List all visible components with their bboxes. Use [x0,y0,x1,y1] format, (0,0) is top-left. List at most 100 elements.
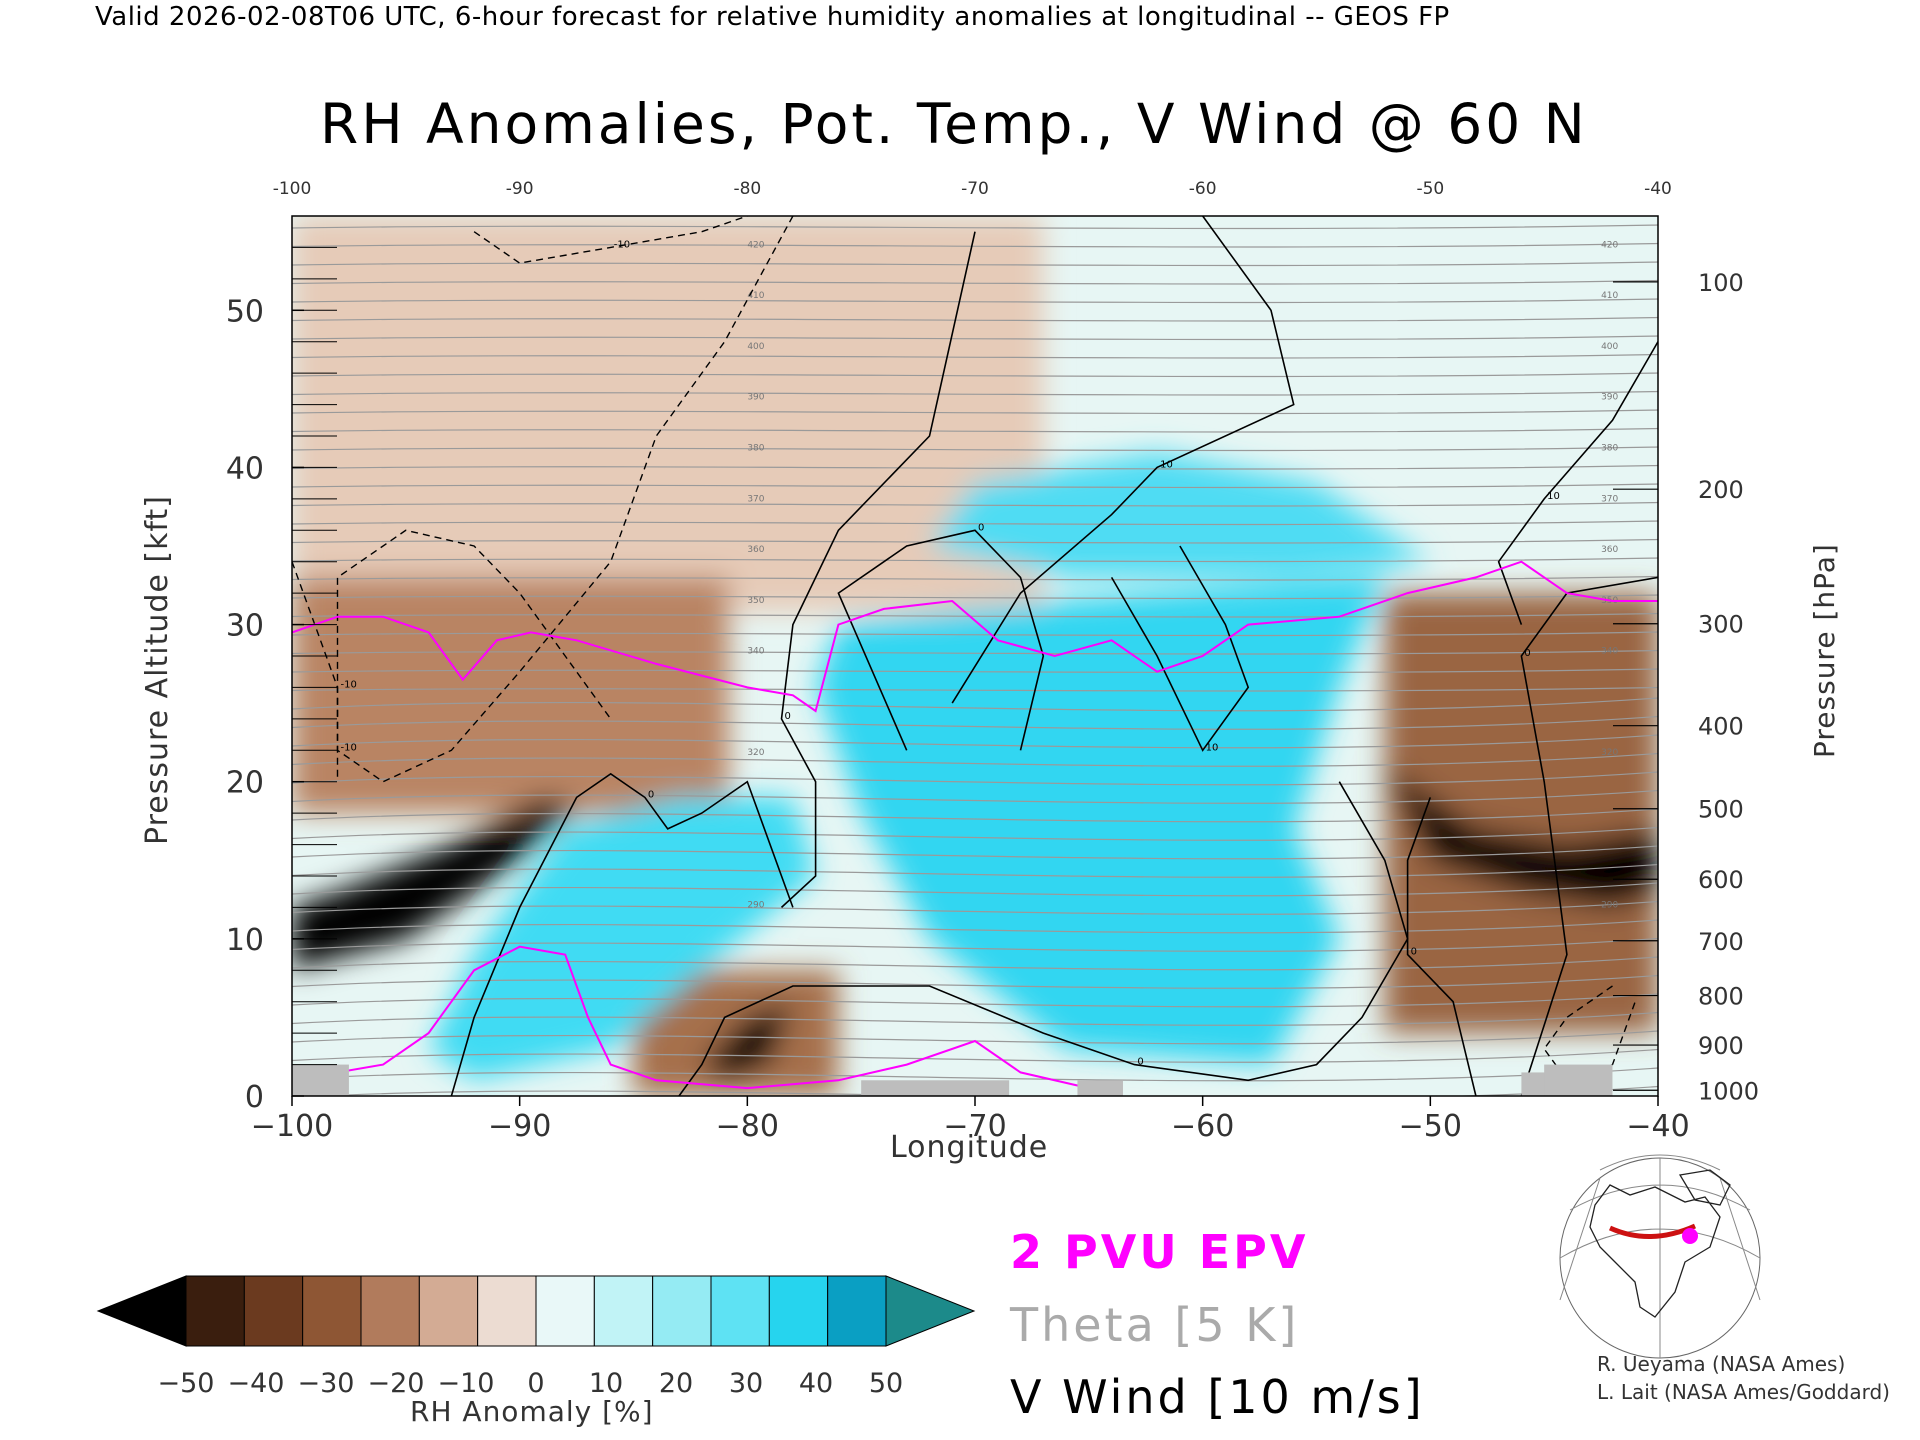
rh-region-dry [292,797,577,971]
theta-line [292,993,1658,1008]
theta-label: 390 [1601,393,1618,403]
theta-line [292,520,1658,526]
theta-label: 320 [1601,748,1618,758]
y-tick-label: 50 [226,294,264,329]
wind-contour-label: -10 [614,239,630,250]
theta-line [292,956,1658,971]
theta-label: 410 [1601,291,1618,301]
pressure-tick-label: 400 [1698,713,1744,741]
legend-theta: Theta [5 K] [1010,1298,1300,1352]
theta-label: 420 [1601,240,1618,250]
wind-contour-label: 0 [1137,1057,1143,1068]
theta-line [292,1067,1658,1082]
colorbar-bin [710,1275,770,1347]
upper-dry-band [292,216,1044,612]
theta-label: 360 [747,545,764,555]
theta-line [292,316,1658,322]
colorbar-bin [302,1275,362,1347]
theta-line [292,242,1658,248]
theta-line [292,409,1658,415]
wind-contour-label: 0 [978,522,984,533]
theta-line [292,771,1658,786]
wind-contour [1497,341,1658,625]
rh-region-dry [1384,766,1658,908]
map-location-marker [1682,1228,1698,1244]
colorbar-tick-label: 0 [527,1368,544,1399]
terrain-block [1544,1064,1613,1096]
wind-contour [1110,545,1250,752]
pressure-tick-label: 600 [1698,866,1744,894]
theta-line [292,501,1658,507]
colorbar-bin [593,1275,654,1347]
theta-line [292,974,1658,989]
theta-line [292,752,1658,767]
colorbar-tick-label: −50 [158,1368,215,1399]
theta-line [292,464,1658,470]
y-axis-label: Pressure Altitude [kft] [140,495,175,845]
colorbar-high-arrow [885,1275,976,1347]
wind-contour-label: -10 [341,679,357,690]
colorbar-label: RH Anomaly [%] [410,1395,654,1428]
pressure-tick-label: 100 [1698,269,1744,297]
terrain-block [1077,1080,1123,1096]
theta-line [292,631,1658,637]
wind-contour-label: 0 [1524,648,1530,659]
theta-line [292,808,1658,823]
terrain-block [292,1064,349,1096]
x-tick-label: −50 [1399,1109,1462,1144]
colorbar-bin [243,1275,304,1347]
theta-line [292,734,1658,749]
x-tick-label: −90 [488,1109,551,1144]
x-tick-label: −100 [251,1109,333,1144]
theta-label: 340 [747,647,764,657]
theta-label: 350 [747,596,764,606]
theta-line [292,863,1658,878]
colorbar-tick-label: −30 [298,1368,355,1399]
theta-line [292,668,1658,674]
pressure-tick-label: 900 [1698,1032,1744,1060]
y-tick-label: 40 [226,451,264,486]
theta-label: 370 [1601,494,1618,504]
colorbar-bin [477,1275,537,1347]
top-tick-label: -100 [273,179,312,199]
terrain-mask [292,1064,1613,1096]
colorbar-bin [535,1275,595,1347]
theta-label: 380 [747,444,764,454]
x-tick-label: −70 [943,1109,1006,1144]
theta-line [292,557,1658,563]
theta-line [292,937,1658,952]
theta-label: 380 [1601,444,1618,454]
theta-line [292,353,1658,359]
colorbar-bin [827,1275,887,1347]
colorbar-bin [360,1275,420,1347]
pressure-tick-label: 300 [1698,611,1744,639]
theta-line [292,612,1658,618]
theta-line [292,882,1658,897]
top-axis-ticks: -100 -90 -80 -70 -60 -50 -40 [273,179,1672,199]
colorbar-tick-label: 40 [799,1368,833,1399]
colorbar-bin [652,1275,712,1347]
top-tick-label: -40 [1644,179,1672,199]
x-axis-ticks: −100 −90 −80 −70 −60 −50 −40 [251,1096,1690,1144]
theta-label: 320 [747,748,764,758]
pressure-tick-label: 800 [1698,983,1744,1011]
pressure-tick-label: 1000 [1698,1077,1759,1105]
map-coastlines [1589,1169,1731,1318]
theta-line [292,483,1658,489]
wind-contour [837,529,1045,751]
x-axis-label: Longitude [890,1130,1049,1165]
legend-pvu: 2 PVU EPV [1010,1225,1309,1279]
wind-contour-label: -10 [341,742,357,753]
map-graticule [1559,1154,1761,1358]
wind-contour-label: 0 [1411,947,1417,958]
x-tick-label: −80 [716,1109,779,1144]
x-tick-label: −60 [1171,1109,1234,1144]
theta-line [292,427,1658,433]
top-tick-label: -60 [1189,179,1217,199]
y-tick-label: 20 [226,766,264,801]
wind-contour-label: 0 [648,789,654,800]
